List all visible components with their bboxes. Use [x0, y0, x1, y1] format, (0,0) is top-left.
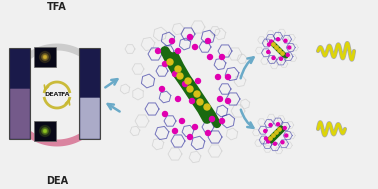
Circle shape	[172, 71, 178, 77]
Circle shape	[217, 97, 223, 101]
Circle shape	[206, 39, 211, 43]
FancyBboxPatch shape	[34, 121, 56, 141]
Circle shape	[281, 52, 284, 55]
Circle shape	[284, 39, 287, 42]
Circle shape	[220, 119, 225, 123]
Circle shape	[39, 51, 51, 63]
Circle shape	[269, 123, 272, 126]
Circle shape	[283, 126, 286, 129]
Circle shape	[226, 74, 231, 80]
Circle shape	[163, 112, 167, 116]
Circle shape	[180, 119, 184, 123]
Circle shape	[288, 46, 291, 49]
Circle shape	[43, 55, 47, 59]
Circle shape	[195, 78, 200, 84]
Circle shape	[189, 98, 195, 104]
Circle shape	[208, 54, 212, 60]
Circle shape	[274, 142, 276, 145]
Circle shape	[197, 99, 203, 105]
Circle shape	[192, 44, 197, 50]
FancyBboxPatch shape	[9, 49, 31, 139]
Circle shape	[169, 39, 175, 43]
Circle shape	[272, 57, 275, 60]
Circle shape	[177, 73, 183, 79]
Circle shape	[43, 129, 47, 133]
Circle shape	[269, 137, 272, 140]
Circle shape	[265, 137, 268, 140]
Circle shape	[278, 128, 281, 131]
Circle shape	[175, 49, 181, 53]
Text: TFA: TFA	[57, 92, 69, 98]
Circle shape	[160, 87, 164, 91]
Circle shape	[281, 141, 284, 144]
Circle shape	[264, 129, 267, 132]
Circle shape	[276, 123, 279, 126]
Text: DEA: DEA	[45, 92, 59, 98]
Circle shape	[272, 134, 275, 137]
Circle shape	[44, 130, 46, 132]
Circle shape	[279, 57, 282, 60]
Circle shape	[275, 131, 278, 134]
FancyBboxPatch shape	[80, 98, 100, 139]
Circle shape	[285, 134, 288, 137]
Circle shape	[276, 38, 279, 41]
Circle shape	[220, 54, 225, 60]
Circle shape	[175, 66, 181, 72]
Text: DEA: DEA	[46, 176, 68, 186]
Circle shape	[183, 81, 187, 87]
Circle shape	[185, 78, 191, 84]
Circle shape	[206, 130, 211, 136]
Circle shape	[268, 43, 271, 46]
Circle shape	[163, 61, 167, 67]
Circle shape	[192, 125, 197, 129]
Circle shape	[270, 40, 273, 43]
Circle shape	[278, 49, 281, 52]
Circle shape	[267, 140, 270, 143]
Circle shape	[194, 91, 200, 97]
Circle shape	[215, 74, 220, 80]
Circle shape	[275, 46, 278, 49]
Text: TFA: TFA	[47, 2, 67, 12]
Circle shape	[187, 35, 192, 40]
Circle shape	[204, 104, 210, 110]
Circle shape	[39, 125, 51, 136]
Circle shape	[286, 53, 289, 57]
Circle shape	[42, 128, 48, 135]
Circle shape	[44, 56, 46, 58]
FancyBboxPatch shape	[34, 47, 56, 67]
Circle shape	[175, 97, 181, 101]
Circle shape	[226, 98, 231, 104]
Circle shape	[172, 129, 178, 133]
Circle shape	[267, 50, 270, 53]
Circle shape	[42, 53, 48, 60]
Circle shape	[272, 43, 275, 46]
Circle shape	[209, 116, 214, 122]
FancyBboxPatch shape	[10, 89, 30, 139]
FancyBboxPatch shape	[79, 49, 101, 139]
Circle shape	[187, 86, 193, 92]
Circle shape	[187, 135, 192, 139]
Circle shape	[167, 59, 173, 65]
Circle shape	[155, 49, 161, 53]
